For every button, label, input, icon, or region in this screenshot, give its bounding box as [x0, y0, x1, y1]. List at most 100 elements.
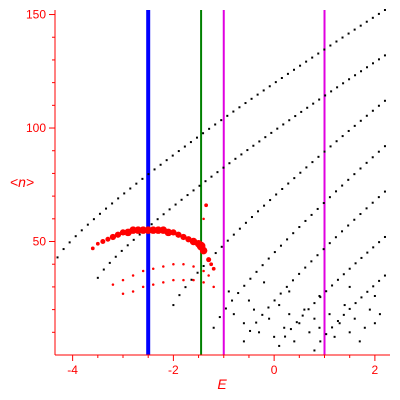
black-point — [373, 294, 376, 297]
black-point — [306, 106, 309, 109]
black-point — [105, 207, 108, 210]
black-point — [238, 106, 241, 109]
black-point — [300, 110, 303, 113]
black-point — [383, 9, 386, 11]
y-axis-title: <n> — [10, 174, 34, 190]
black-point — [202, 132, 205, 135]
black-point — [269, 199, 272, 202]
red-point — [202, 217, 205, 221]
black-point — [261, 264, 264, 267]
red-point — [131, 290, 135, 293]
black-point — [338, 322, 341, 325]
black-point — [336, 278, 339, 281]
red-point — [202, 281, 205, 284]
black-point — [318, 326, 321, 329]
black-point — [252, 308, 255, 311]
vertical-lines — [146, 10, 326, 355]
black-point — [383, 54, 386, 57]
black-point — [126, 244, 129, 247]
black-point — [250, 216, 253, 219]
black-point — [192, 189, 195, 192]
black-point — [293, 177, 296, 180]
black-point — [232, 110, 235, 113]
black-point — [98, 212, 101, 215]
black-point — [298, 322, 301, 325]
black-point — [298, 226, 301, 229]
black-point — [319, 340, 322, 343]
black-point — [263, 281, 266, 284]
x-axis-title: E — [217, 376, 227, 392]
black-point — [342, 273, 345, 276]
black-point — [328, 313, 331, 316]
red-point — [206, 257, 212, 263]
black-point — [372, 246, 375, 249]
black-point — [275, 193, 278, 196]
black-point — [276, 127, 279, 130]
black-point — [348, 267, 351, 270]
black-point — [371, 16, 374, 19]
black-point — [268, 85, 271, 88]
black-point — [123, 192, 126, 195]
black-point — [273, 335, 276, 338]
black-point — [242, 322, 245, 325]
black-point — [153, 168, 156, 171]
black-point — [282, 123, 285, 126]
black-point — [336, 86, 339, 89]
black-point — [383, 235, 386, 238]
black-point — [359, 119, 362, 122]
black-point — [159, 163, 162, 166]
black-point — [316, 254, 319, 257]
black-point — [246, 149, 249, 152]
black-point — [281, 187, 284, 190]
black-point — [278, 304, 281, 307]
black-point — [208, 127, 211, 130]
black-point — [226, 239, 229, 242]
black-point — [304, 219, 307, 222]
black-point — [328, 242, 331, 245]
black-point — [172, 304, 175, 307]
black-point — [359, 167, 362, 170]
black-point — [141, 177, 144, 180]
black-point — [74, 235, 77, 238]
black-point — [360, 70, 363, 73]
black-point — [220, 119, 223, 122]
x-tick-label: 0 — [271, 363, 278, 377]
black-point — [180, 198, 183, 201]
black-point — [299, 171, 302, 174]
y-tick-label: 150 — [26, 8, 46, 22]
black-point — [68, 241, 71, 244]
black-point — [226, 114, 229, 117]
black-point — [238, 227, 241, 230]
black-point — [336, 320, 339, 323]
black-point — [366, 66, 369, 69]
black-point — [341, 184, 344, 187]
black-point — [342, 313, 345, 316]
black-point — [293, 340, 296, 343]
black-point — [347, 129, 350, 132]
red-point — [211, 266, 216, 271]
black-point — [324, 94, 327, 97]
black-point — [177, 150, 180, 153]
black-point — [257, 210, 260, 213]
black-point — [377, 104, 380, 107]
black-point — [189, 141, 192, 144]
x-tick-label: 2 — [372, 363, 379, 377]
red-point — [119, 229, 127, 236]
black-point — [368, 308, 371, 311]
red-point — [170, 229, 177, 236]
black-point — [171, 154, 174, 157]
red-point — [141, 269, 145, 273]
red-point — [207, 274, 210, 277]
black-point — [360, 296, 363, 299]
black-point — [147, 173, 150, 176]
black-point — [371, 201, 374, 204]
red-point — [151, 283, 155, 286]
black-point — [288, 290, 291, 293]
black-point — [322, 248, 325, 251]
red-point — [121, 278, 125, 282]
black-point — [263, 204, 266, 207]
black-point — [261, 313, 264, 316]
black-point — [292, 232, 295, 235]
black-point — [353, 124, 356, 127]
black-point — [329, 145, 332, 148]
